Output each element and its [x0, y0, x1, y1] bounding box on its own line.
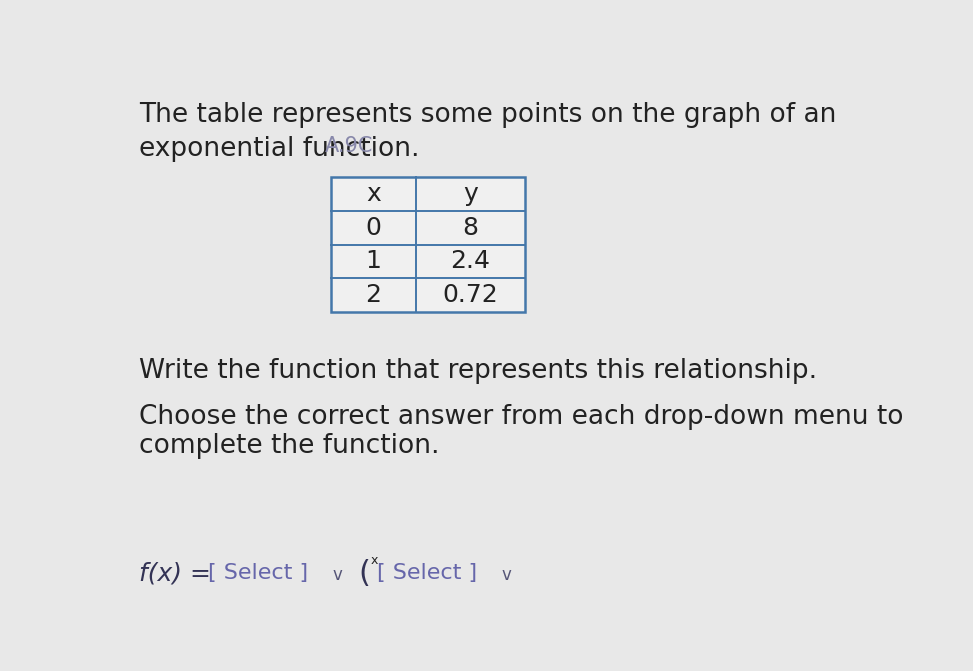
Text: [ Select ]: [ Select ] — [378, 564, 478, 583]
Text: complete the function.: complete the function. — [139, 433, 439, 459]
Text: v: v — [501, 566, 511, 584]
FancyBboxPatch shape — [331, 176, 524, 312]
Text: 2.4: 2.4 — [450, 250, 490, 274]
Text: The table represents some points on the graph of an: The table represents some points on the … — [139, 102, 836, 128]
Text: y: y — [463, 182, 478, 206]
Text: 8: 8 — [462, 215, 479, 240]
Text: [ Select ]: [ Select ] — [208, 564, 308, 583]
Text: 1: 1 — [366, 250, 381, 274]
Text: 0: 0 — [366, 215, 381, 240]
Text: 0.72: 0.72 — [443, 283, 498, 307]
Text: exponential function.: exponential function. — [139, 136, 419, 162]
Text: (: ( — [358, 559, 370, 588]
Text: x: x — [371, 554, 378, 567]
Text: f(x) =: f(x) = — [139, 562, 211, 585]
Text: A.9C: A.9C — [325, 136, 373, 156]
Text: Write the function that represents this relationship.: Write the function that represents this … — [139, 358, 816, 384]
Text: x: x — [366, 182, 380, 206]
Text: v: v — [333, 566, 342, 584]
Text: 2: 2 — [366, 283, 381, 307]
Text: Choose the correct answer from each drop-down menu to: Choose the correct answer from each drop… — [139, 404, 903, 430]
